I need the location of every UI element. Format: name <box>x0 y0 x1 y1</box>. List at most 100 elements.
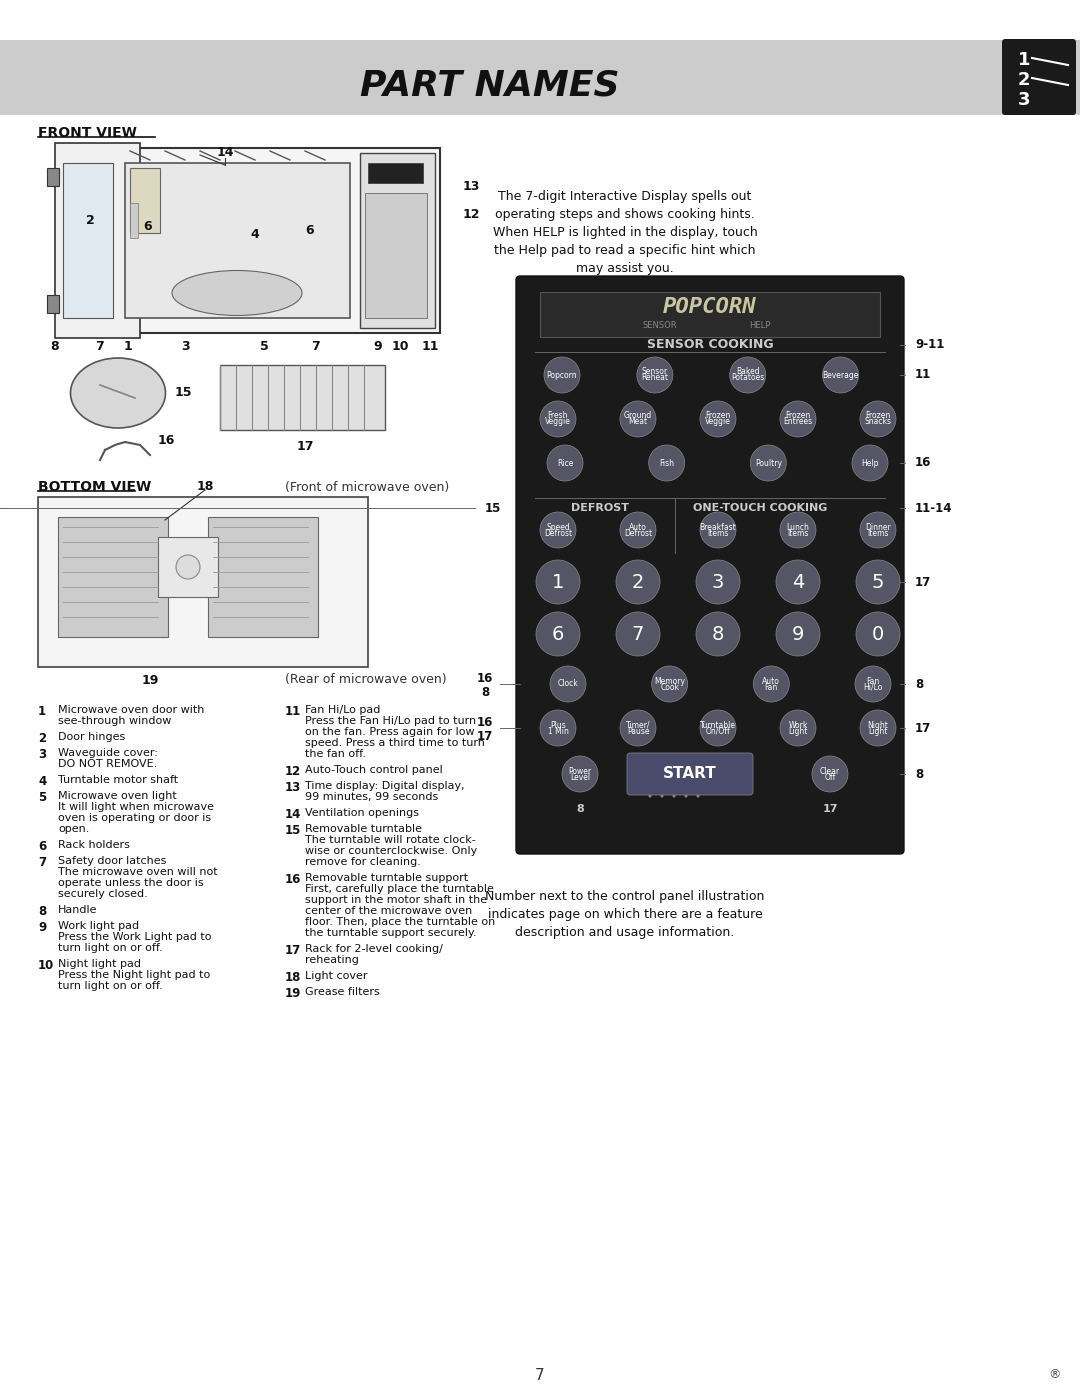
Text: Popcorn: Popcorn <box>546 370 578 380</box>
Text: 17: 17 <box>296 440 314 454</box>
Text: 2: 2 <box>38 732 46 745</box>
Text: oven is operating or door is: oven is operating or door is <box>58 813 211 823</box>
Text: Auto: Auto <box>762 676 780 686</box>
Text: 16: 16 <box>158 433 175 447</box>
Text: Potatoes: Potatoes <box>731 373 765 383</box>
Text: SENSOR: SENSOR <box>643 320 677 330</box>
Text: SENSOR COOKING: SENSOR COOKING <box>647 338 773 352</box>
Text: Night: Night <box>867 721 889 729</box>
Text: 6: 6 <box>306 224 314 236</box>
Text: support in the motor shaft in the: support in the motor shaft in the <box>305 895 487 905</box>
Text: Press the Fan Hi/Lo pad to turn: Press the Fan Hi/Lo pad to turn <box>305 717 476 726</box>
Text: 15: 15 <box>175 387 192 400</box>
Text: Frozen: Frozen <box>705 412 731 420</box>
Text: Night light pad: Night light pad <box>58 958 141 970</box>
Text: 8: 8 <box>576 805 584 814</box>
Circle shape <box>700 401 735 437</box>
Text: 9: 9 <box>38 921 46 935</box>
Text: Auto: Auto <box>629 522 647 531</box>
Ellipse shape <box>70 358 165 427</box>
Text: on the fan. Press again for low: on the fan. Press again for low <box>305 726 474 738</box>
Text: 3: 3 <box>712 573 725 591</box>
Circle shape <box>730 358 766 393</box>
Text: Fish: Fish <box>659 458 674 468</box>
Bar <box>158 536 218 597</box>
Text: 3: 3 <box>1018 91 1030 109</box>
Text: Help: Help <box>861 458 879 468</box>
Text: 17: 17 <box>915 721 931 735</box>
Text: 9: 9 <box>374 341 382 353</box>
Text: 16: 16 <box>476 717 494 729</box>
Text: 17: 17 <box>285 944 301 957</box>
Bar <box>208 517 318 637</box>
Text: Work light pad: Work light pad <box>58 921 139 930</box>
Text: 11-14: 11-14 <box>915 502 953 514</box>
Text: 5: 5 <box>259 341 268 353</box>
Text: Poultry: Poultry <box>755 458 782 468</box>
Text: Lunch: Lunch <box>786 522 809 531</box>
Circle shape <box>696 612 740 657</box>
Text: Baked: Baked <box>735 367 759 377</box>
Bar <box>360 154 435 328</box>
Bar <box>125 163 350 319</box>
Text: 1: 1 <box>38 705 46 718</box>
Text: Work: Work <box>788 721 808 729</box>
Text: Rack for 2-level cooking/: Rack for 2-level cooking/ <box>305 944 443 954</box>
Text: 11: 11 <box>915 369 931 381</box>
Circle shape <box>823 358 859 393</box>
Bar <box>365 193 427 319</box>
Text: Light cover: Light cover <box>305 971 367 981</box>
Text: Time display: Digital display,: Time display: Digital display, <box>305 781 464 791</box>
Circle shape <box>550 666 586 703</box>
Text: 7: 7 <box>536 1368 544 1383</box>
Text: 18: 18 <box>197 481 214 493</box>
Text: 16: 16 <box>285 873 301 886</box>
Circle shape <box>649 446 685 481</box>
Circle shape <box>540 511 576 548</box>
Text: 6: 6 <box>144 219 152 232</box>
Circle shape <box>751 446 786 481</box>
Text: 5: 5 <box>872 573 885 591</box>
Circle shape <box>562 756 598 792</box>
Text: operate unless the door is: operate unless the door is <box>58 877 204 888</box>
Text: Removable turntable support: Removable turntable support <box>305 873 468 883</box>
Text: 9-11: 9-11 <box>915 338 944 352</box>
Text: FRONT VIEW: FRONT VIEW <box>38 126 137 140</box>
Circle shape <box>777 560 820 604</box>
Text: Fan: Fan <box>866 676 879 686</box>
Text: remove for cleaning.: remove for cleaning. <box>305 856 421 868</box>
Bar <box>130 203 138 237</box>
Text: 0: 0 <box>872 624 885 644</box>
Text: 7: 7 <box>38 856 46 869</box>
Bar <box>130 168 160 233</box>
Text: Light: Light <box>788 726 808 735</box>
Text: BOTTOM VIEW: BOTTOM VIEW <box>38 481 151 495</box>
Text: 16: 16 <box>476 672 494 686</box>
Text: Level: Level <box>570 773 590 781</box>
Text: 14: 14 <box>216 145 233 158</box>
Text: Dinner: Dinner <box>865 522 891 531</box>
Circle shape <box>546 446 583 481</box>
Circle shape <box>754 666 789 703</box>
Text: 11: 11 <box>285 705 301 718</box>
Text: Clear: Clear <box>820 767 840 775</box>
Circle shape <box>651 666 688 703</box>
Text: Light: Light <box>868 726 888 735</box>
Text: Defrost: Defrost <box>624 528 652 538</box>
Text: Plus: Plus <box>550 721 566 729</box>
Text: 7: 7 <box>96 341 105 353</box>
Text: The 7-digit Interactive Display spells out
operating steps and shows cooking hin: The 7-digit Interactive Display spells o… <box>492 190 757 275</box>
Text: the turntable support securely.: the turntable support securely. <box>305 928 476 937</box>
Text: (Rear of microwave oven): (Rear of microwave oven) <box>285 673 447 686</box>
Circle shape <box>661 795 663 798</box>
Circle shape <box>648 795 651 798</box>
Text: Pause: Pause <box>626 726 649 735</box>
Text: Frozen: Frozen <box>865 412 891 420</box>
Text: the fan off.: the fan off. <box>305 749 366 759</box>
Text: Handle: Handle <box>58 905 97 915</box>
Text: Grease filters: Grease filters <box>305 988 380 997</box>
Text: Safety door latches: Safety door latches <box>58 856 166 866</box>
Bar <box>55 142 140 338</box>
Text: Items: Items <box>707 528 729 538</box>
Text: Speed: Speed <box>546 522 570 531</box>
